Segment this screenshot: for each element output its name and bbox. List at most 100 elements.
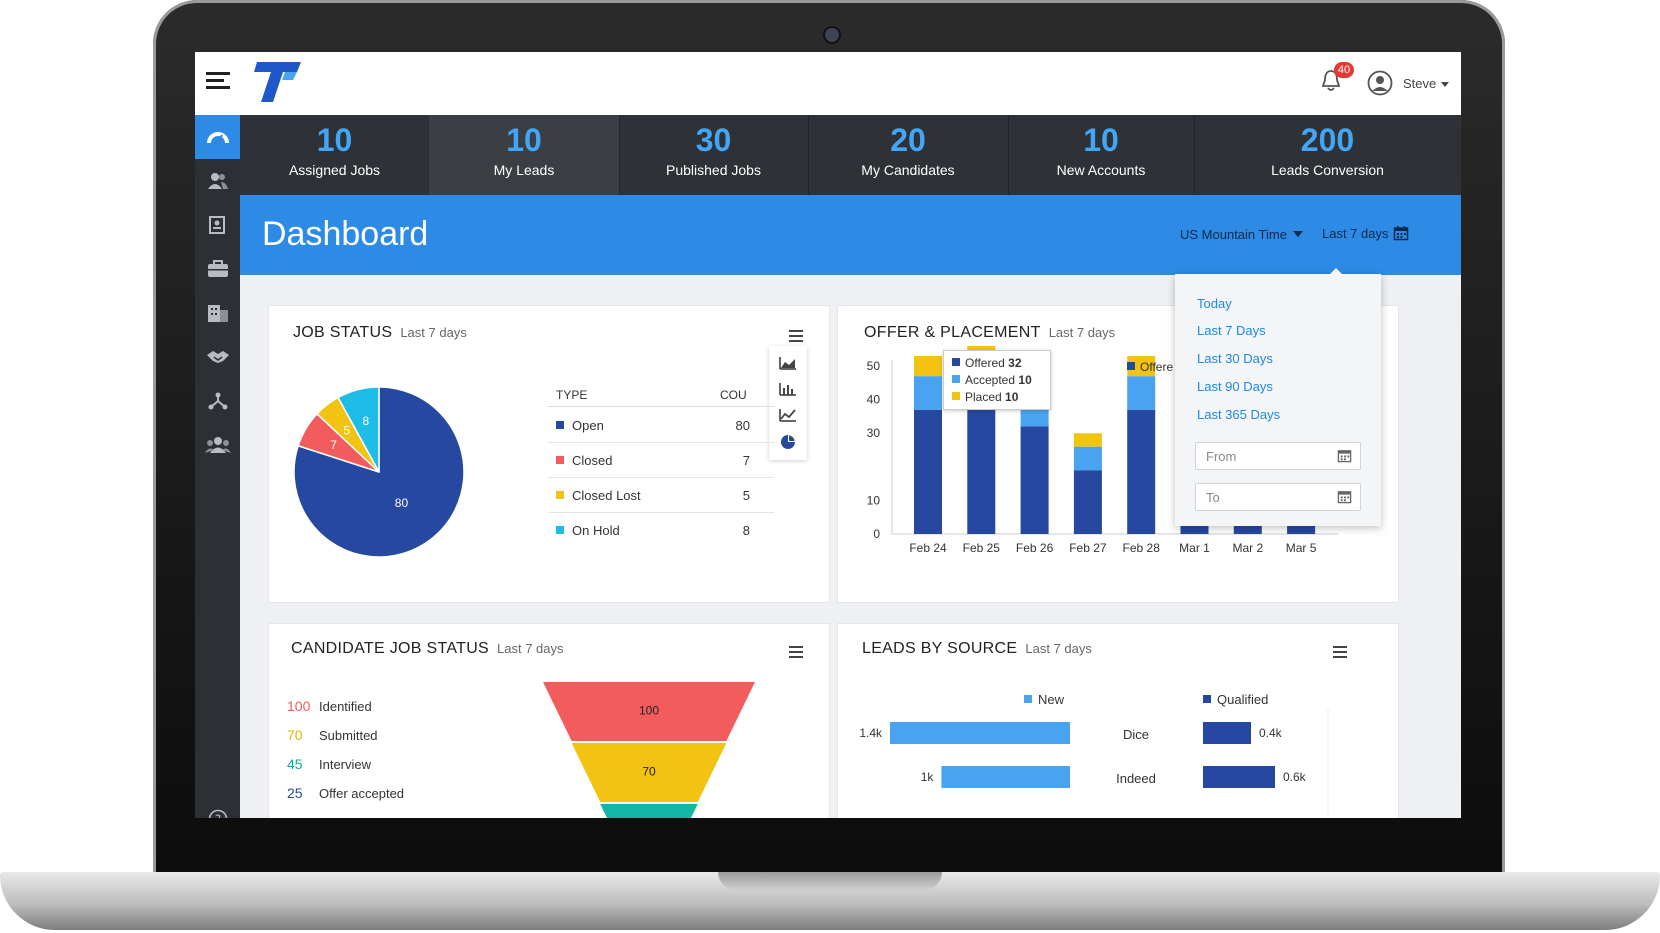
bar-segment-offered[interactable] [967, 392, 996, 534]
calendar-icon[interactable] [1337, 448, 1352, 463]
funnel-segment[interactable] [571, 743, 727, 802]
date-range-select[interactable]: Last 7 days [1322, 226, 1389, 241]
line-chart-icon[interactable] [779, 408, 797, 422]
stat-label: Assigned Jobs [288, 162, 381, 178]
pie-chart-icon[interactable] [779, 434, 797, 450]
sidebar-item-candidates[interactable] [195, 203, 240, 247]
stat-new-accounts[interactable]: 10 New Accounts [1008, 115, 1195, 195]
sidebar-item-accounts[interactable] [195, 291, 240, 335]
app-screen: 40 Steve [195, 52, 1461, 818]
area-chart-icon[interactable] [779, 356, 797, 370]
sidebar-item-hierarchy[interactable] [195, 379, 240, 423]
card-subtitle: Last 7 days [1048, 325, 1116, 340]
range-option-7-days[interactable]: Last 7 Days [1197, 323, 1266, 338]
bar-segment-offered[interactable] [1020, 426, 1049, 534]
row-count: 7 [742, 453, 750, 468]
table-row[interactable]: Open 80 [548, 407, 774, 443]
chart-tooltip: Offered 32 Accepted 10 Placed 10 [943, 350, 1051, 410]
brand-logo[interactable] [251, 58, 305, 106]
calendar-icon[interactable] [1393, 225, 1409, 241]
range-option-30-days[interactable]: Last 30 Days [1197, 351, 1273, 366]
sidebar-item-help[interactable]: ? [195, 797, 240, 818]
table-row[interactable]: On Hold 8 [548, 512, 774, 547]
x-tick-label: Feb 26 [1016, 541, 1054, 555]
row-count: 8 [742, 523, 750, 538]
user-name[interactable]: Steve [1403, 76, 1437, 91]
bar-segment-offered[interactable] [914, 409, 942, 534]
bar-chart-icon[interactable] [779, 382, 797, 396]
chart-menu-icon[interactable] [1333, 646, 1347, 661]
legend-new[interactable]: New [1024, 692, 1064, 707]
menu-icon[interactable] [206, 72, 230, 92]
pie-slice-label: 8 [363, 414, 370, 428]
bar-segment-accepted[interactable] [914, 376, 942, 410]
funnel-segment[interactable] [600, 804, 698, 818]
bar-segment-offered[interactable] [1127, 409, 1156, 534]
pie-slice-label: 80 [395, 496, 409, 510]
card-subtitle: Last 7 days [400, 325, 467, 340]
user-avatar-icon[interactable] [1367, 70, 1393, 96]
bar-new[interactable] [941, 766, 1070, 788]
stat-leads-conversion[interactable]: 200 Leads Conversion [1194, 115, 1461, 195]
stat-label: New Accounts [1056, 162, 1146, 178]
chart-menu-icon[interactable] [789, 330, 803, 345]
user-menu-caret-icon[interactable] [1441, 82, 1449, 87]
chart-menu-icon[interactable] [789, 646, 803, 661]
table-row[interactable]: Closed 7 [548, 442, 774, 478]
stats-row: 10 Assigned Jobs 10 My Leads 30 Publishe… [240, 115, 1461, 195]
chevron-down-icon[interactable] [1293, 231, 1303, 237]
bar-qualified-label: 0.6k [1283, 770, 1307, 784]
row-type: On Hold [572, 523, 620, 538]
sidebar-item-dashboard[interactable] [195, 115, 240, 159]
row-type: Open [572, 418, 604, 433]
bar-segment-offered[interactable] [1073, 470, 1102, 534]
funnel-legend-item: 70 Submitted [287, 727, 378, 743]
sidebar-item-contacts[interactable] [195, 159, 240, 203]
stat-value: 10 [1083, 122, 1119, 158]
range-option-90-days[interactable]: Last 90 Days [1197, 379, 1273, 394]
webcam [823, 26, 841, 44]
row-type: Closed Lost [572, 488, 641, 503]
stat-label: My Candidates [861, 162, 955, 178]
to-placeholder: To [1206, 490, 1220, 505]
card-title: OFFER & PLACEMENT Last 7 days [864, 324, 1116, 341]
pie-slice-label: 5 [343, 423, 350, 437]
table-row[interactable]: Closed Lost 5 [548, 477, 774, 513]
from-date-input[interactable]: From [1195, 442, 1361, 470]
row-count: 5 [742, 488, 750, 503]
range-option-today[interactable]: Today [1197, 296, 1232, 311]
briefcase-icon [207, 260, 228, 277]
bar-segment-placed[interactable] [1073, 433, 1102, 447]
funnel-segment[interactable] [543, 682, 755, 741]
bar-segment-accepted[interactable] [1127, 376, 1156, 410]
sidebar-item-teams[interactable] [195, 423, 240, 467]
legend-qualified[interactable]: Qualified [1203, 692, 1268, 707]
stat-my-leads[interactable]: 10 My Leads [429, 115, 620, 195]
sidebar-item-partners[interactable] [195, 335, 240, 379]
bar-new[interactable] [890, 722, 1070, 744]
bar-qualified[interactable] [1203, 722, 1251, 744]
y-tick-label: 10 [867, 493, 881, 507]
bar-qualified[interactable] [1203, 766, 1275, 788]
bar-segment-accepted[interactable] [1073, 446, 1102, 471]
calendar-icon[interactable] [1337, 489, 1352, 504]
stat-value: 10 [506, 122, 542, 158]
timezone-select[interactable]: US Mountain Time [1180, 227, 1287, 242]
to-date-input[interactable]: To [1195, 483, 1361, 511]
bar-segment-placed[interactable] [914, 356, 942, 377]
stat-label: Published Jobs [666, 162, 761, 178]
bar-qualified-label: 0.4k [1259, 726, 1283, 740]
pie-slice[interactable] [337, 386, 380, 473]
range-option-365-days[interactable]: Last 365 Days [1197, 407, 1281, 422]
bar-segment-placed[interactable] [1127, 356, 1156, 377]
stat-label: My Leads [493, 162, 555, 178]
stat-my-candidates[interactable]: 20 My Candidates [808, 115, 1009, 195]
sidebar-item-jobs[interactable] [195, 247, 240, 291]
stat-assigned-jobs[interactable]: 10 Assigned Jobs [240, 115, 430, 195]
card-title: LEADS BY SOURCE Last 7 days [862, 640, 1092, 657]
legend-swatch [556, 421, 564, 429]
sidebar: ? [195, 115, 240, 818]
legend-offered[interactable]: Offere [1127, 360, 1173, 374]
network-icon [208, 392, 227, 410]
stat-published-jobs[interactable]: 30 Published Jobs [619, 115, 809, 195]
